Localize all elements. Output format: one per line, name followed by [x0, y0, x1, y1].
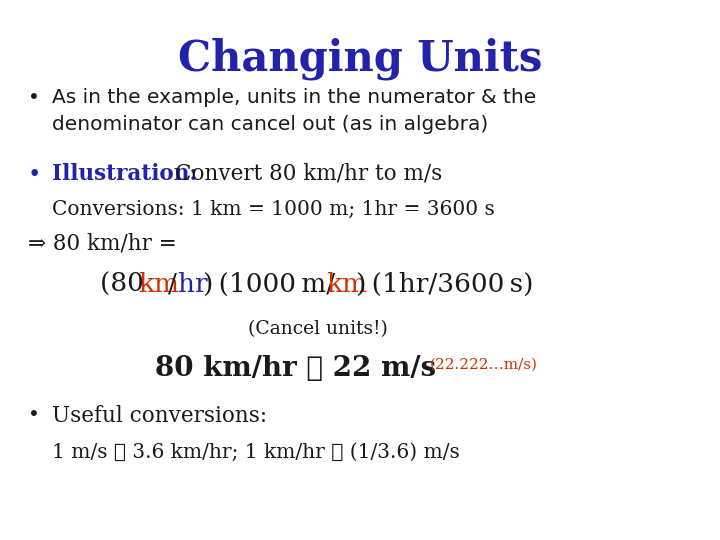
Text: 1 m/s ≅ 3.6 km/hr; 1 km/hr ≅ (1/3.6) m/s: 1 m/s ≅ 3.6 km/hr; 1 km/hr ≅ (1/3.6) m/s: [52, 443, 460, 462]
Text: (22.222…m/s): (22.222…m/s): [430, 358, 538, 372]
Text: Useful conversions:: Useful conversions:: [52, 405, 267, 427]
Text: Changing Units: Changing Units: [178, 38, 542, 80]
Text: •: •: [28, 405, 40, 424]
Text: ) (1000 m/: ) (1000 m/: [203, 272, 335, 297]
Text: km: km: [326, 272, 367, 297]
Text: /: /: [168, 272, 177, 297]
Text: hr: hr: [178, 272, 207, 297]
Text: Illustration:: Illustration:: [52, 163, 197, 185]
Text: Convert 80 km/hr to m/s: Convert 80 km/hr to m/s: [175, 163, 442, 185]
Text: km: km: [138, 272, 179, 297]
Text: As in the example, units in the numerator & the
denominator can cancel out (as i: As in the example, units in the numerato…: [52, 88, 536, 133]
Text: (80: (80: [100, 272, 149, 297]
Text: ⇒ 80 km/hr =: ⇒ 80 km/hr =: [28, 233, 176, 255]
Text: 80 km/hr ≅ 22 m/s: 80 km/hr ≅ 22 m/s: [155, 355, 436, 382]
Text: Conversions: 1 km = 1000 m; 1hr = 3600 s: Conversions: 1 km = 1000 m; 1hr = 3600 s: [52, 200, 495, 219]
Text: ) (1hr/3600 s): ) (1hr/3600 s): [356, 272, 534, 297]
Text: •: •: [28, 163, 41, 186]
Text: (Cancel units!): (Cancel units!): [248, 320, 388, 338]
Text: •: •: [28, 88, 40, 107]
